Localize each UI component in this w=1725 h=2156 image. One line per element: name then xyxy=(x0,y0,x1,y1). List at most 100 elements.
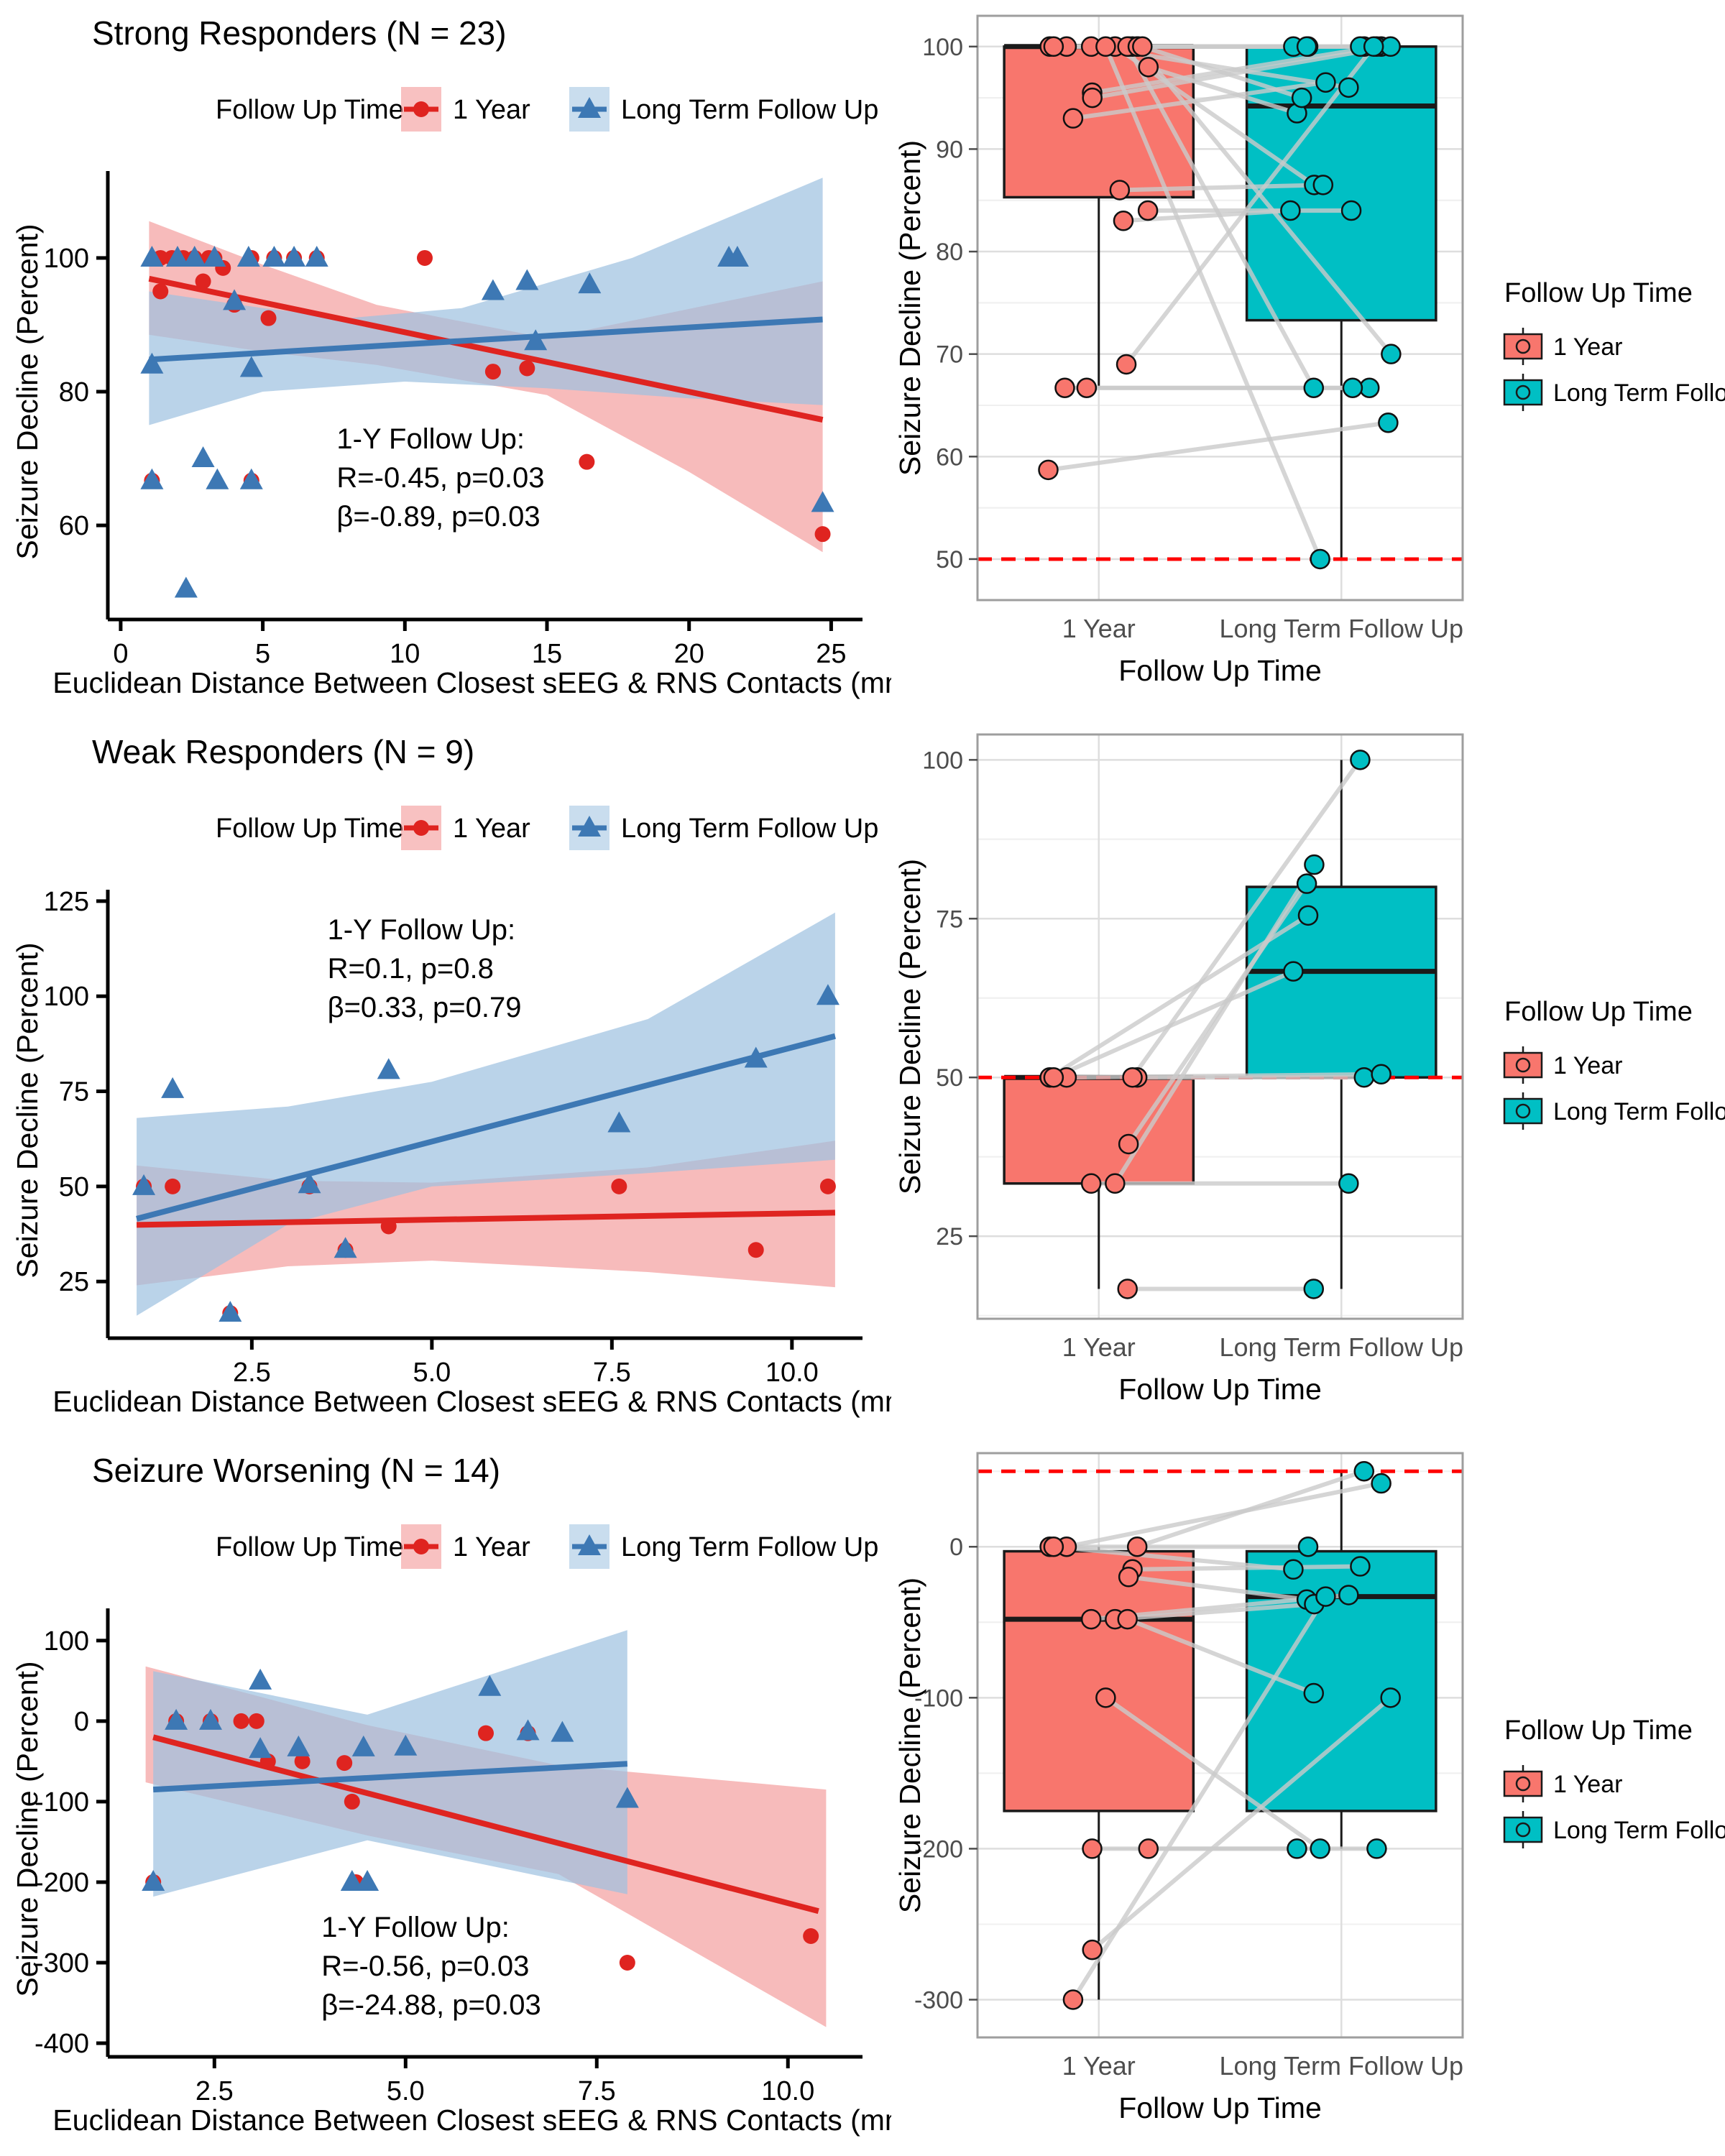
x-tick-label: 10.0 xyxy=(761,2076,814,2106)
paired-subject-line xyxy=(1046,420,1391,472)
paired-subject-line xyxy=(1051,969,1296,1080)
legend-key-point xyxy=(1515,1822,1531,1838)
jitter-point-long-term xyxy=(1297,905,1319,926)
jitter-point-1-year xyxy=(1117,1279,1138,1299)
jitter-point-1-year xyxy=(1095,1687,1116,1708)
confidence-band xyxy=(153,1630,627,1897)
data-point-circle xyxy=(416,249,433,266)
y-tick-label: 50 xyxy=(59,1172,89,1202)
data-point-triangle xyxy=(744,1046,768,1068)
paired-subject-line xyxy=(1090,44,1379,95)
points-long-term xyxy=(142,1668,639,1891)
data-point-triangle xyxy=(140,245,164,267)
x-tick-label: 25 xyxy=(816,639,846,669)
data-point-circle xyxy=(748,1242,764,1258)
legend-label: Long Term Follow Up xyxy=(1553,379,1725,407)
jitter-point-long-term xyxy=(1338,1173,1359,1194)
data-point-circle xyxy=(248,1713,264,1729)
jitter-point-1-year xyxy=(1113,211,1134,231)
jitter-point-1-year xyxy=(1138,1838,1159,1859)
x-tick-label: 15 xyxy=(532,639,562,669)
jitter-point-long-term xyxy=(1371,1064,1392,1085)
data-point-triangle xyxy=(340,1869,364,1891)
jitter-point-long-term xyxy=(1303,377,1325,399)
jitter-point-1-year xyxy=(1043,36,1064,57)
confidence-band xyxy=(149,221,823,553)
legend-key-point xyxy=(1515,384,1531,400)
legend-entry: Long Term Follow Up xyxy=(569,1524,878,1569)
jitter-point-1-year xyxy=(1082,1939,1103,1961)
jitter-point-long-term xyxy=(1350,1556,1371,1577)
jitter-point-long-term xyxy=(1380,36,1401,57)
legend-title: Follow Up Time xyxy=(1504,278,1693,308)
data-point-triangle xyxy=(377,1058,400,1079)
y-tick-label: 70 xyxy=(936,341,963,369)
legend-title: Follow Up Time xyxy=(1504,997,1693,1027)
confidence-band xyxy=(149,178,823,425)
data-point-circle xyxy=(579,453,595,470)
legend-entry: 1 Year xyxy=(401,806,530,850)
y-tick-label: 0 xyxy=(74,1707,89,1737)
box-1-year xyxy=(1003,1549,1195,1812)
panel-title: Weak Responders (N = 9) xyxy=(92,733,474,770)
jitter-point-long-term xyxy=(1363,36,1384,57)
panel-border xyxy=(976,733,1464,1320)
panel-seizure-worsening-boxplot: 0 -100 -200 -300 1 Year Long Term Follow Up Fo… xyxy=(891,1437,1725,2156)
x-category-label: Long Term Follow Up xyxy=(1220,1332,1464,1362)
paired-subject-line xyxy=(1136,44,1394,356)
jitter-point-1-year xyxy=(1082,87,1103,109)
y-tick-label: 50 xyxy=(936,1064,963,1092)
legend-entry: Long Term Follow Up xyxy=(569,87,878,132)
data-point-triangle xyxy=(551,1720,574,1742)
x-axis-title: Follow Up Time xyxy=(1118,1373,1322,1406)
x-tick-label: 5.0 xyxy=(413,1358,451,1388)
data-point-circle xyxy=(165,1178,181,1194)
y-tick-label: 0 xyxy=(949,1534,963,1561)
data-point-triangle xyxy=(140,468,164,489)
jitter-point-1-year xyxy=(1076,377,1098,399)
panel-strong-responders-boxplot: 50 60 70 80 90 100 1 Year Long Term Follow Up Fo… xyxy=(891,0,1725,719)
paired-subject-line xyxy=(1064,1481,1384,1549)
jitter-point-1-year xyxy=(1117,1608,1138,1630)
paired-subject-line xyxy=(1070,80,1328,121)
data-point-circle xyxy=(484,364,501,380)
jitter-point-1-year xyxy=(1038,459,1059,481)
data-point-triangle xyxy=(356,1869,380,1891)
y-axis-title: Seizure Decline (Percent) xyxy=(893,140,926,476)
jitter-point-long-term xyxy=(1310,1838,1330,1859)
y-tick-label: -200 xyxy=(914,1835,963,1863)
x-axis-title: Euclidean Distance Between Closest sEEG … xyxy=(52,666,891,699)
y-tick-label: 90 xyxy=(936,136,963,163)
data-point-triangle xyxy=(142,1869,165,1891)
panel-title: Strong Responders (N = 23) xyxy=(92,14,507,52)
paired-subject-line xyxy=(1146,65,1300,116)
data-point-triangle xyxy=(198,1708,222,1730)
jitter-point-long-term xyxy=(1381,344,1402,364)
data-point-circle xyxy=(413,820,429,836)
stats-annotation: R=-0.56, p=0.03 xyxy=(321,1950,529,1982)
data-point-triangle xyxy=(481,279,505,300)
y-tick-label: 75 xyxy=(59,1077,89,1107)
jitter-point-1-year xyxy=(1080,1608,1102,1630)
data-point-circle xyxy=(380,1218,397,1235)
data-point-triangle xyxy=(165,245,189,267)
jitter-point-long-term xyxy=(1291,87,1312,109)
data-point-circle xyxy=(152,283,169,300)
legend-label: Long Term Follow Up xyxy=(621,95,878,125)
jitter-point-1-year xyxy=(1116,354,1137,375)
regression-line xyxy=(136,1033,836,1222)
jitter-point-long-term xyxy=(1315,1586,1336,1607)
legend-key-point xyxy=(1515,1057,1531,1073)
panel-strong-responders-scatter: Strong Responders (N = 23) Follow Up Time… xyxy=(0,0,891,719)
confidence-band xyxy=(137,1141,835,1288)
legend-label: 1 Year xyxy=(453,95,530,125)
jitter-point-1-year xyxy=(1137,200,1159,221)
data-point-circle xyxy=(413,1539,429,1554)
x-axis-title: Euclidean Distance Between Closest sEEG … xyxy=(52,2104,891,2137)
paired-subject-line xyxy=(1113,862,1317,1186)
data-point-circle xyxy=(619,1954,635,1971)
data-point-triangle xyxy=(249,1737,272,1759)
paired-subject-line xyxy=(1090,1695,1393,1953)
jitter-point-long-term xyxy=(1296,36,1317,57)
y-tick-label: 125 xyxy=(44,887,89,917)
